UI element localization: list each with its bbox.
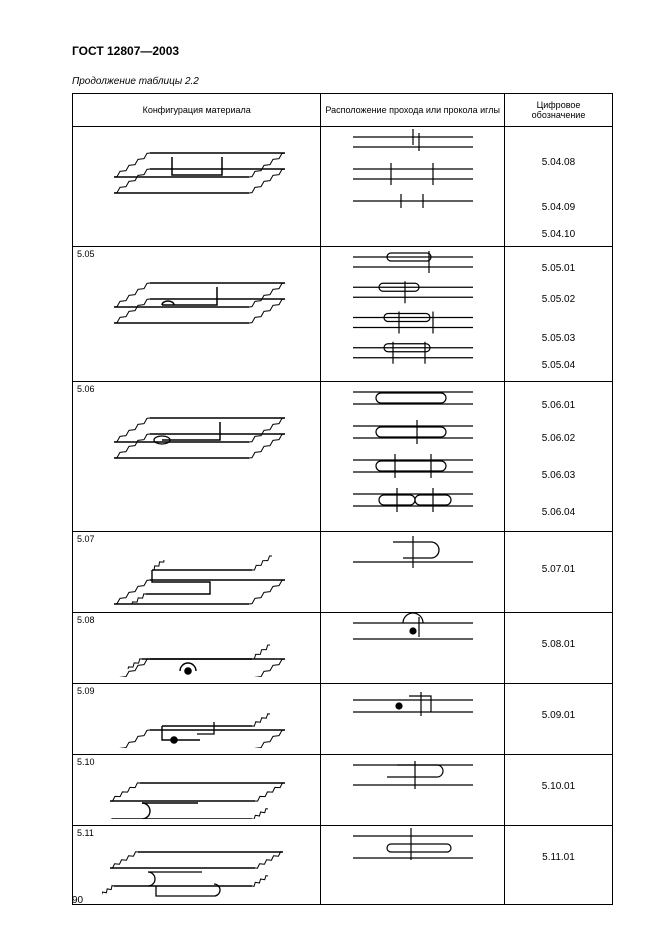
row-number: 5.05: [73, 247, 320, 261]
row-number: 5.07: [73, 532, 320, 546]
row-number: 5.09: [73, 684, 320, 698]
code-value: 5.04.10: [507, 227, 610, 242]
config-diagram: [102, 773, 292, 819]
code-value: 5.06.01: [507, 398, 610, 413]
code-cell: 5.08.01: [504, 613, 612, 684]
table-header-row: Конфигурация материала Расположение прох…: [73, 94, 613, 127]
needle-cell: [321, 826, 505, 905]
code-value: 5.09.01: [507, 708, 610, 723]
code-value: 5.05.02: [507, 292, 610, 307]
needle-cell: [321, 382, 505, 532]
needle-diagram: [333, 382, 493, 528]
table-row: 5.07 5.07.01: [73, 532, 613, 613]
config-cell: 5.10: [73, 755, 321, 826]
row-number: 5.11: [73, 826, 320, 840]
code-cell: 5.10.01: [504, 755, 612, 826]
code-value: 5.08.01: [507, 637, 610, 652]
config-diagram: [102, 702, 292, 748]
code-cell: 5.04.08 5.04.09 5.04.10: [504, 127, 612, 247]
code-value: 5.06.04: [507, 505, 610, 520]
config-cell: 5.09: [73, 684, 321, 755]
needle-diagram: [333, 826, 493, 890]
code-value: 5.05.01: [507, 261, 610, 276]
code-value: 5.11.01: [507, 850, 610, 865]
page-number: 90: [72, 895, 83, 906]
code-value: 5.06.02: [507, 431, 610, 446]
needle-diagram: [333, 755, 493, 811]
table-row: 5.11 5.11.01: [73, 826, 613, 905]
config-cell: 5.11: [73, 826, 321, 905]
needle-cell: [321, 613, 505, 684]
config-diagram: [102, 631, 292, 677]
needle-cell: [321, 755, 505, 826]
config-diagram: [102, 265, 292, 335]
table-continuation-label: Продолжение таблицы 2.2: [72, 76, 613, 87]
needle-cell: [321, 684, 505, 755]
needle-diagram: [333, 247, 493, 378]
needle-cell: [321, 247, 505, 382]
config-diagram: [102, 135, 292, 205]
needle-diagram: [333, 532, 493, 598]
code-value: 5.05.04: [507, 358, 610, 373]
code-cell: 5.06.01 5.06.02 5.06.03 5.06.04: [504, 382, 612, 532]
page: ГОСТ 12807—2003 Продолжение таблицы 2.2 …: [0, 0, 661, 925]
needle-diagram: [333, 684, 493, 740]
code-value: 5.06.03: [507, 468, 610, 483]
config-cell: [73, 127, 321, 247]
code-value: 5.07.01: [507, 562, 610, 577]
code-value: 5.04.08: [507, 155, 610, 170]
row-number: 5.08: [73, 613, 320, 627]
needle-cell: [321, 127, 505, 247]
table-row: 5.06 5.06.01 5.06.02 5.06.03 5.06.04: [73, 382, 613, 532]
needle-diagram: [333, 613, 493, 669]
code-cell: 5.11.01: [504, 826, 612, 905]
table-row: 5.08 5.08.01: [73, 613, 613, 684]
header-needle: Расположение прохода или прокола иглы: [321, 94, 505, 127]
config-diagram: [102, 844, 292, 898]
needle-cell: [321, 532, 505, 613]
code-value: 5.05.03: [507, 331, 610, 346]
config-cell: 5.08: [73, 613, 321, 684]
config-diagram: [102, 550, 292, 606]
config-cell: 5.06: [73, 382, 321, 532]
document-title: ГОСТ 12807—2003: [72, 44, 613, 58]
config-cell: 5.05: [73, 247, 321, 382]
row-number: 5.10: [73, 755, 320, 769]
stitch-table: Конфигурация материала Расположение прох…: [72, 93, 613, 905]
code-cell: 5.09.01: [504, 684, 612, 755]
row-number: 5.06: [73, 382, 320, 396]
header-config: Конфигурация материала: [73, 94, 321, 127]
header-code: Цифровое обозначение: [504, 94, 612, 127]
config-diagram: [102, 400, 292, 470]
table-row: 5.05 5.05.01 5.05.02 5.05.03 5.05.04: [73, 247, 613, 382]
code-cell: 5.05.01 5.05.02 5.05.03 5.05.04: [504, 247, 612, 382]
needle-diagram: [333, 127, 493, 233]
table-row: 5.04.08 5.04.09 5.04.10: [73, 127, 613, 247]
table-row: 5.10 5.10.01: [73, 755, 613, 826]
code-value: 5.10.01: [507, 779, 610, 794]
code-value: 5.04.09: [507, 200, 610, 215]
table-row: 5.09 5.09.01: [73, 684, 613, 755]
code-cell: 5.07.01: [504, 532, 612, 613]
config-cell: 5.07: [73, 532, 321, 613]
